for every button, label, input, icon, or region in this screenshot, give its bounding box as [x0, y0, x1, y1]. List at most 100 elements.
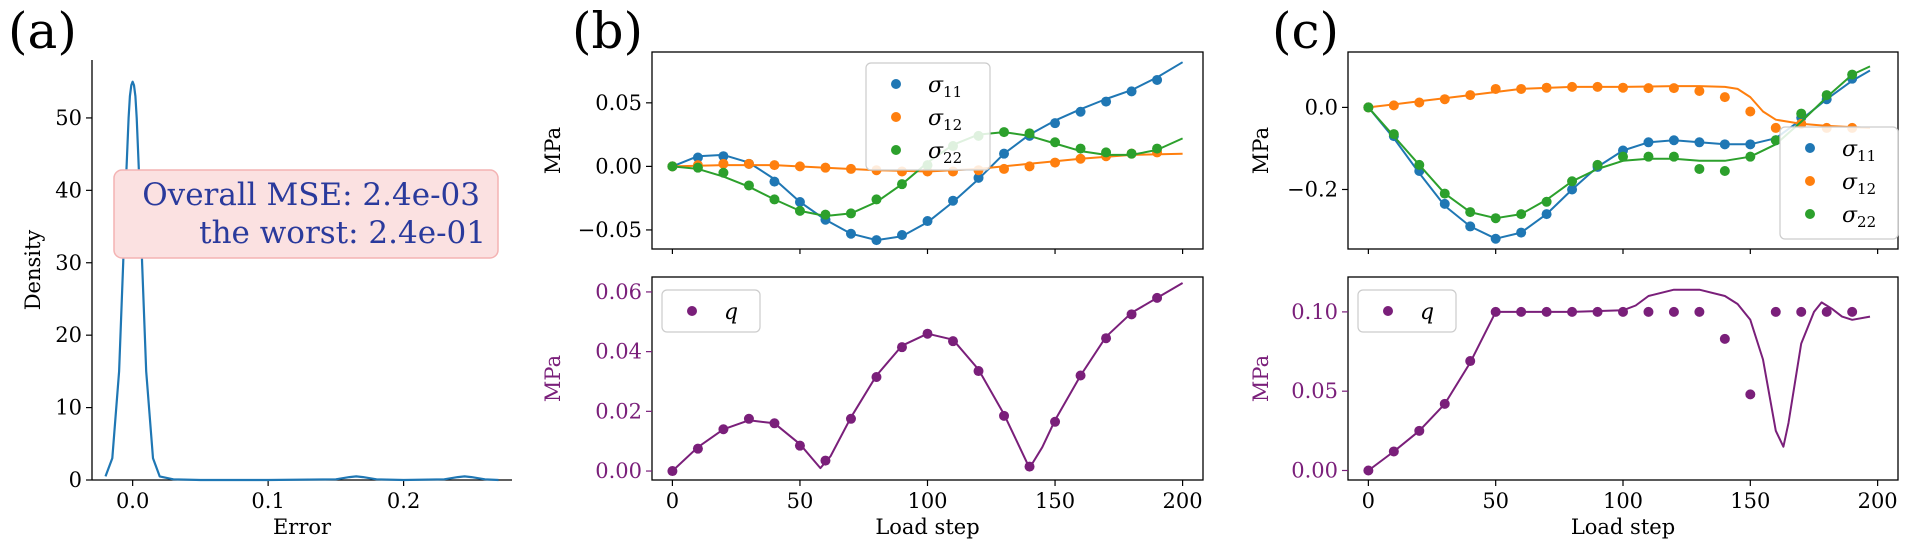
data-point-c-bottom-q — [1516, 306, 1527, 317]
data-point-c-top-11 — [1516, 227, 1527, 238]
y-axis-label-b-top: MPa — [541, 127, 565, 174]
x-tick-label-c-bottom: 0 — [1362, 489, 1375, 513]
data-point-c-top-12 — [1541, 82, 1552, 93]
legend-subscript: 22 — [1857, 213, 1876, 231]
data-point-b-top-22 — [692, 162, 703, 173]
data-point-b-bottom-q — [1024, 461, 1035, 472]
legend-subscript: 12 — [1857, 180, 1876, 198]
data-point-c-top-22 — [1847, 69, 1858, 80]
data-point-c-bottom-q — [1694, 306, 1705, 317]
series-line-c-bottom-q — [1367, 288, 1871, 472]
data-point-b-bottom-q — [1075, 370, 1086, 381]
x-tick-label-c-bottom: 50 — [1482, 489, 1509, 513]
legend-label-c-bottom: q — [1420, 300, 1434, 325]
data-point-c-bottom-q — [1668, 306, 1679, 317]
legend-label-b-bottom: q — [724, 300, 738, 325]
data-point-b-top-11 — [1152, 74, 1163, 85]
data-point-b-bottom-q — [1050, 416, 1061, 427]
data-point-c-bottom-q — [1414, 425, 1425, 436]
data-point-c-bottom-q — [1567, 306, 1578, 317]
legend-marker-c-bottom — [1383, 306, 1393, 316]
legend-label-c-top: σ11 — [1842, 137, 1876, 165]
data-point-b-bottom-q — [692, 443, 703, 454]
legend-label-b-top: σ22 — [928, 139, 962, 167]
data-point-b-bottom-q — [871, 372, 882, 383]
density-curve — [104, 80, 499, 482]
data-point-c-top-12 — [1694, 85, 1705, 96]
data-point-c-top-11 — [1719, 139, 1730, 150]
data-point-b-bottom-q — [896, 342, 907, 353]
data-point-c-top-22 — [1388, 129, 1399, 140]
mse-annotation-box — [113, 169, 499, 259]
y-tick-label-a: 50 — [55, 106, 82, 130]
data-point-c-top-22 — [1821, 90, 1832, 101]
legend-box-c-bottom — [1357, 289, 1457, 333]
data-point-c-bottom-q — [1618, 306, 1628, 317]
data-point-c-top-11 — [1668, 135, 1679, 146]
y-axis-label-c-bottom: MPa — [1249, 355, 1273, 402]
legend-symbol: σ — [1842, 203, 1858, 228]
data-point-b-bottom-q — [794, 440, 805, 451]
data-point-b-top-22 — [1101, 147, 1112, 158]
x-tick-label-b-bottom: 100 — [907, 489, 947, 513]
data-point-b-top-22 — [1152, 143, 1163, 154]
data-point-b-top-12 — [1050, 157, 1061, 168]
data-point-b-top-12 — [1075, 153, 1086, 164]
data-point-c-bottom-q — [1643, 306, 1654, 317]
data-point-c-bottom-q — [1847, 306, 1858, 317]
data-point-c-top-11 — [1490, 233, 1501, 244]
data-point-b-bottom-q — [718, 424, 729, 435]
y-tick-label-a: 40 — [55, 178, 82, 202]
data-point-c-top-22 — [1516, 209, 1527, 220]
x-tick-label-a: 0.2 — [387, 489, 420, 513]
data-point-c-top-12 — [1770, 122, 1781, 133]
data-point-b-top-11 — [896, 230, 907, 241]
data-point-b-top-22 — [1126, 148, 1137, 159]
data-point-b-top-12 — [1024, 161, 1035, 172]
data-point-b-bottom-q — [769, 418, 780, 429]
data-point-c-top-22 — [1592, 159, 1603, 170]
data-point-c-bottom-q — [1592, 306, 1603, 317]
data-point-b-top-22 — [1075, 143, 1086, 154]
data-point-b-top-22 — [794, 205, 805, 216]
data-point-c-top-11 — [1643, 137, 1654, 148]
y-tick-label-c-bottom: 0.05 — [1291, 379, 1338, 403]
data-point-c-top-22 — [1719, 166, 1730, 177]
y-tick-label-b-top: 0.00 — [595, 154, 642, 178]
data-point-c-top-22 — [1745, 151, 1756, 162]
data-point-b-top-22 — [820, 209, 831, 220]
data-point-b-top-12 — [743, 158, 754, 169]
legend-marker-c-top — [1805, 143, 1815, 153]
legend-symbol: q — [724, 300, 738, 325]
data-point-b-top-11 — [692, 152, 703, 163]
x-axis-label-c-bottom: Load step — [1571, 515, 1675, 539]
data-point-c-bottom-q — [1719, 333, 1730, 344]
data-point-b-top-11 — [948, 195, 959, 206]
data-point-b-top-11 — [922, 216, 933, 227]
data-point-b-top-11 — [845, 228, 856, 239]
legend-symbol: σ — [1842, 170, 1858, 195]
mse-annotation-line-2: the worst: 2.4e-01 — [199, 215, 486, 251]
y-tick-label-b-top: 0.05 — [595, 91, 642, 115]
data-point-b-bottom-q — [820, 455, 831, 466]
data-point-b-top-11 — [973, 172, 984, 183]
y-tick-label-b-bottom: 0.02 — [595, 399, 642, 423]
data-point-b-top-11 — [794, 196, 805, 207]
mse-annotation-line-1: Overall MSE: 2.4e-03 — [142, 177, 480, 213]
data-point-b-top-11 — [999, 148, 1010, 159]
data-point-c-top-11 — [1567, 184, 1578, 195]
data-point-b-bottom-q — [1126, 309, 1137, 320]
y-tick-label-a: 0 — [69, 468, 82, 492]
data-point-c-top-12 — [1592, 81, 1603, 92]
data-point-c-top-11 — [1745, 139, 1756, 150]
data-point-b-top-22 — [667, 161, 678, 172]
y-tick-label-b-bottom: 0.00 — [595, 459, 642, 483]
data-point-c-bottom-q — [1363, 465, 1374, 476]
data-point-b-top-22 — [743, 180, 754, 191]
panel-label-b: (b) — [572, 2, 643, 60]
data-point-c-top-12 — [1388, 100, 1399, 111]
legend-subscript: 12 — [943, 116, 962, 134]
data-point-c-top-12 — [1745, 106, 1756, 117]
data-point-c-bottom-q — [1821, 306, 1832, 317]
data-point-c-top-22 — [1567, 176, 1578, 187]
